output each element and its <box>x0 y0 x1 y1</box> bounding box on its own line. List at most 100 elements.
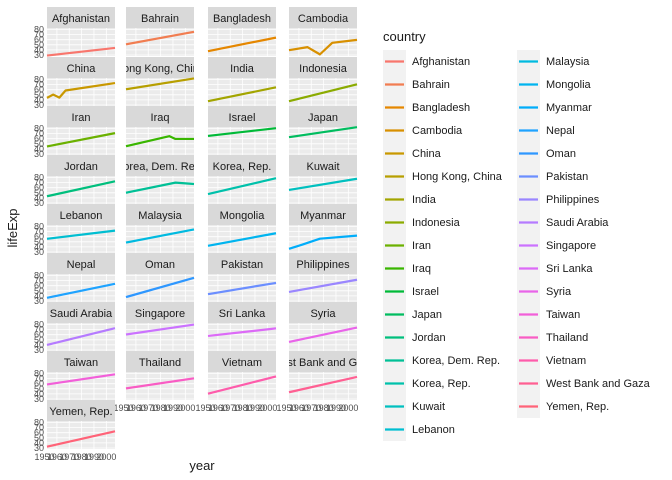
facet-strip-label: China <box>67 63 97 75</box>
facet-strip <box>47 204 115 225</box>
legend-label: Korea, Dem. Rep. <box>412 355 500 367</box>
y-tick-label: 80 <box>34 75 44 85</box>
facet-panel-indonesia: Indonesia <box>288 57 358 106</box>
legend-label: Israel <box>412 286 439 298</box>
facet-strip-label: Philippines <box>296 259 350 271</box>
y-tick-label: 60 <box>34 183 44 193</box>
facet-strip-label: Sri Lanka <box>219 308 266 320</box>
panel-background <box>126 127 194 155</box>
facet-strip-label: Japan <box>308 112 338 124</box>
series-line-syria <box>288 326 358 343</box>
y-tick-label: 70 <box>34 325 44 335</box>
facet-strip-label: Afghanistan <box>52 13 110 25</box>
series-line-myanmar <box>288 234 358 250</box>
y-tick-label: 40 <box>34 438 44 448</box>
series-line-west-bank-and-gaza <box>288 375 358 394</box>
facet-strip <box>126 106 194 127</box>
y-tick-label: 70 <box>34 80 44 90</box>
series-line-nepal <box>46 282 116 299</box>
x-tick-label: 1970 <box>138 403 158 413</box>
legend-label: Singapore <box>546 240 596 252</box>
panel-background <box>289 274 357 302</box>
y-tick-label: 30 <box>34 50 44 60</box>
y-tick-label: 50 <box>34 286 44 296</box>
y-tick-label: 80 <box>34 320 44 330</box>
legend-label: China <box>412 148 442 160</box>
facet-panel-korea-dem-rep: Korea, Dem. Rep. <box>125 155 195 204</box>
facet-strip <box>126 155 194 176</box>
y-tick-label: 40 <box>34 242 44 252</box>
y-tick-label: 30 <box>34 345 44 355</box>
legend-label: Sri Lanka <box>546 263 593 275</box>
series-line-vietnam <box>207 375 277 395</box>
legend-item-myanmar: Myanmar <box>517 96 592 119</box>
y-tick-label: 30 <box>34 247 44 257</box>
legend-label: Philippines <box>546 194 600 206</box>
facet-strip <box>289 302 357 323</box>
panel-background <box>126 323 194 351</box>
y-tick-label: 40 <box>34 144 44 154</box>
facet-panel-myanmar: Myanmar <box>288 204 358 253</box>
y-tick-label: 60 <box>34 428 44 438</box>
legend-label: Nepal <box>546 125 575 137</box>
series-line-afghanistan <box>46 46 116 57</box>
facet-strip-label: Syria <box>310 308 336 320</box>
legend-item-korea-rep: Korea, Rep. <box>383 372 471 395</box>
facet-strip-label: Israel <box>229 112 256 124</box>
y-tick-label: 40 <box>34 45 44 55</box>
legend-item-iraq: Iraq <box>383 257 431 280</box>
series-line-jordan <box>46 180 116 198</box>
x-axis-title: year <box>189 458 215 473</box>
facet-strip <box>47 253 115 274</box>
x-tick-label: 1970 <box>301 403 321 413</box>
panel-background <box>208 323 276 351</box>
y-tick-label: 60 <box>34 330 44 340</box>
series-line-sri-lanka <box>207 327 277 338</box>
x-tick-label: 1950 <box>277 403 297 413</box>
series-line-indonesia <box>288 83 358 103</box>
y-tick-label: 80 <box>34 418 44 428</box>
facet-panel-japan: Japan <box>288 106 358 155</box>
series-line-cambodia <box>288 38 358 56</box>
series-line-iraq <box>125 135 194 148</box>
legend-item-oman: Oman <box>517 142 576 165</box>
legend-label: Pakistan <box>546 171 588 183</box>
legend-label: Myanmar <box>546 102 592 114</box>
y-axis-title: lifeExp <box>5 208 20 247</box>
legend-label: Syria <box>546 286 572 298</box>
x-tick-label: 1950 <box>196 403 216 413</box>
x-tick-label: 1990 <box>163 403 183 413</box>
y-tick-label: 80 <box>34 25 44 35</box>
y-tick-label: 80 <box>34 222 44 232</box>
legend-label: Korea, Rep. <box>412 378 471 390</box>
x-tick-label: 1960 <box>208 403 228 413</box>
y-tick-label: 30 <box>34 443 44 453</box>
series-line-oman <box>125 276 195 299</box>
y-tick-label: 60 <box>34 35 44 45</box>
series-line-mongolia <box>207 232 277 247</box>
legend-label: Afghanistan <box>412 56 470 68</box>
facet-panel-singapore: Singapore <box>125 302 195 351</box>
y-tick-label: 60 <box>34 379 44 389</box>
facet-panel-korea-rep: Korea, Rep. <box>207 155 277 204</box>
facet-panel-syria: Syria <box>288 302 358 351</box>
facet-strip-label: Jordan <box>64 161 98 173</box>
facet-strip <box>289 253 357 274</box>
y-tick-label: 80 <box>34 271 44 281</box>
series-line-yemen-rep <box>46 430 116 448</box>
facet-strip-label: Oman <box>145 259 175 271</box>
y-tick-label: 70 <box>34 374 44 384</box>
facet-strip <box>208 106 276 127</box>
facet-panel-hong-kong-china: Hong Kong, China <box>115 57 206 106</box>
facet-panel-cambodia: Cambodia <box>288 7 358 56</box>
facet-strip-label: Hong Kong, China <box>115 63 206 75</box>
facet-panel-india: India <box>207 57 277 106</box>
